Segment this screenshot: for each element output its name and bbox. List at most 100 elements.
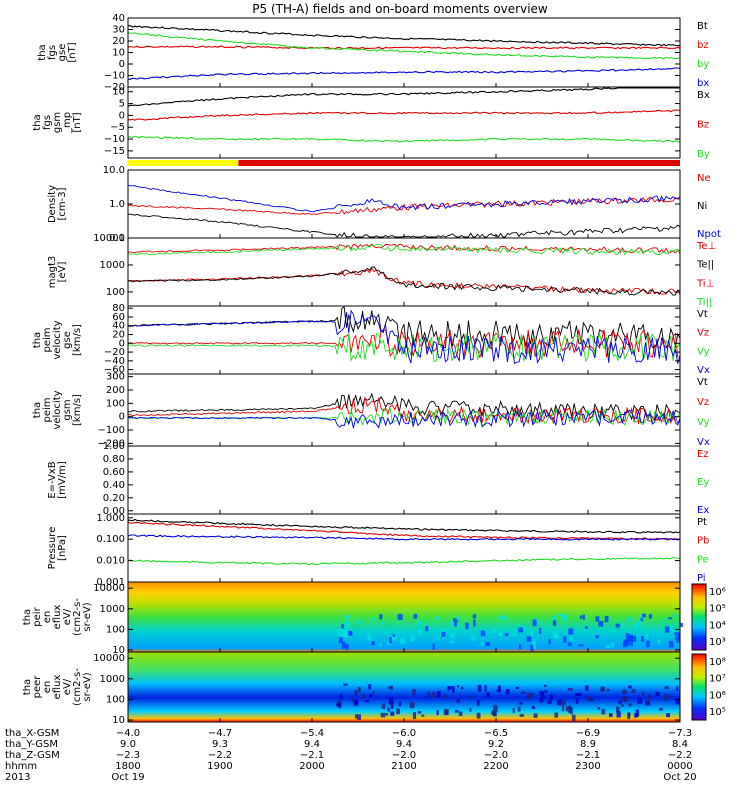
spectrogram-pixel (418, 631, 423, 635)
series-Vt (127, 392, 681, 422)
spectrogram-pixel (663, 694, 668, 701)
spectrogram-pixel (668, 695, 671, 698)
panel-peer_spec: 10⁸ 10⁷ 10⁶ 10⁵ 10000 1000 100 10 tha peer en eflux… (22, 651, 726, 726)
spectrogram-pixel (674, 631, 677, 636)
spectrogram-pixel (668, 617, 673, 620)
spectrogram-pixel (340, 634, 345, 637)
spectrogram-pixel (582, 614, 586, 620)
spectrogram-pixel (601, 709, 606, 715)
x-axis-value: Oct 19 (111, 772, 144, 783)
y-tick-label: 100 (106, 624, 125, 635)
y-tick-label: 0 (119, 110, 125, 121)
spectrogram-pixel (357, 714, 362, 721)
figure-title: P5 (TH-A) fields and on-board moments ov… (252, 2, 548, 16)
spectrogram-pixel (447, 686, 450, 691)
x-axis-table: tha_X-GSMtha_Y-GSMtha_Z-GSMhhmm2013−4.09… (5, 728, 697, 783)
panel-frame (127, 17, 681, 88)
y-tick-label: 10 (112, 715, 125, 726)
spectrogram-pixel (543, 684, 547, 687)
spectrogram-pixel (395, 708, 400, 715)
y-axis-label: (cm2-s- (72, 668, 83, 706)
y-axis-label: sr-eV) (82, 602, 93, 631)
colorbar-label: 10⁷ (709, 674, 726, 685)
series-Npot (127, 184, 681, 213)
y-axis-label: en (42, 681, 53, 694)
spectrogram-pixel (389, 636, 392, 644)
y-tick-label: 100 (106, 398, 125, 409)
spectrogram-pixel (540, 622, 544, 626)
spectrogram-pixel (657, 639, 661, 644)
spectrogram-pixel (629, 634, 634, 642)
spectrogram-pixel (391, 636, 397, 641)
x-axis-value: −2.0 (392, 750, 416, 761)
y-axis-label: (cm2-s- (72, 598, 83, 636)
spectrogram-pixel (641, 691, 645, 696)
spectrogram-pixel (491, 710, 496, 715)
y-axis-label: eflux (52, 675, 63, 700)
spectrogram-pixel (640, 636, 645, 642)
y-axis-label: gse (62, 331, 73, 349)
spectrogram-pixel (533, 713, 538, 718)
spectrogram-pixel (587, 696, 592, 702)
spectrogram-pixel (609, 713, 613, 717)
y-tick-label: 10 (112, 48, 125, 59)
legend-entry: Bx (697, 90, 710, 101)
y-tick-label: 10000 (93, 583, 125, 594)
spectrogram-pixel (387, 707, 390, 712)
y-tick-label: −15 (104, 146, 125, 157)
panel-velocity_gsm: Vt Vz Vy Vx 300 200 100 0 −100 −200 tha peim velocit… (32, 372, 710, 450)
y-tick-label: 0.40 (103, 480, 125, 491)
spectrogram-pixel (431, 691, 436, 698)
spectrogram-pixel (498, 631, 503, 636)
y-tick-label: 10 (112, 87, 125, 98)
spectrogram-pixel (553, 631, 558, 638)
y-axis-label: [km/s] (72, 394, 83, 426)
spectrogram-pixel (519, 714, 524, 717)
y-axis-label: en (42, 611, 53, 624)
spectrogram-pixel (517, 706, 521, 712)
y-axis-label: [nT] (67, 42, 78, 62)
y-tick-label: −40 (104, 356, 125, 367)
y-axis-label: [mV/m] (57, 461, 68, 499)
spectrogram-pixel (493, 705, 498, 713)
spectrogram-pixel (470, 634, 475, 637)
y-axis-label: E=-VxB (47, 461, 58, 498)
spectrogram-pixel (575, 698, 579, 704)
y-tick-label: 10000 (93, 653, 125, 664)
panel-frame (127, 513, 681, 583)
series-Vz (127, 328, 681, 359)
panel-efield: Ez Ey Ex 1.00 0.80 0.60 0.40 0.20 0.00 E=-VxB [mV/… (47, 441, 709, 517)
y-tick-label: 0.010 (96, 556, 125, 567)
x-axis-value: −6.5 (484, 728, 508, 739)
spectrogram-pixel (371, 617, 376, 621)
y-axis-label: gsm (52, 112, 63, 133)
y-axis-label: tha (22, 609, 33, 625)
y-tick-label: 0 (119, 412, 125, 423)
spectrogram-pixel (379, 614, 383, 620)
x-axis-value: 9.4 (396, 739, 412, 750)
spectrogram-pixel (485, 642, 490, 646)
x-axis-value: 9.4 (304, 739, 320, 750)
y-axis-label: Pressure (47, 527, 58, 570)
spectrogram-pixel (675, 686, 679, 692)
spectrogram-pixel (634, 713, 638, 718)
spectrogram-pixel (518, 644, 522, 649)
spectrogram-pixel (451, 686, 455, 693)
spectrogram-pixel (668, 640, 674, 648)
colorbar (691, 583, 707, 651)
spectrogram-pixel (540, 693, 545, 700)
spectrogram-pixel (456, 615, 459, 620)
legend-entry: Ni (697, 201, 707, 212)
spectrogram-pixel (631, 635, 637, 642)
x-axis-value: −2.2 (208, 750, 232, 761)
panel-peir_spec: 10⁶ 10⁵ 10⁴ 10³ 10000 1000 100 10 tha peir en eflux… (22, 581, 726, 656)
spectrogram-pixel (497, 616, 501, 619)
x-axis-value: −5.4 (300, 728, 324, 739)
y-tick-label: 1.00 (103, 441, 125, 452)
spectrogram-pixel (390, 685, 393, 690)
y-tick-label: 10 (112, 645, 125, 656)
spectrogram-pixel (511, 633, 517, 637)
x-axis-value: −4.0 (116, 728, 140, 739)
spectrogram-pixel (496, 689, 501, 693)
